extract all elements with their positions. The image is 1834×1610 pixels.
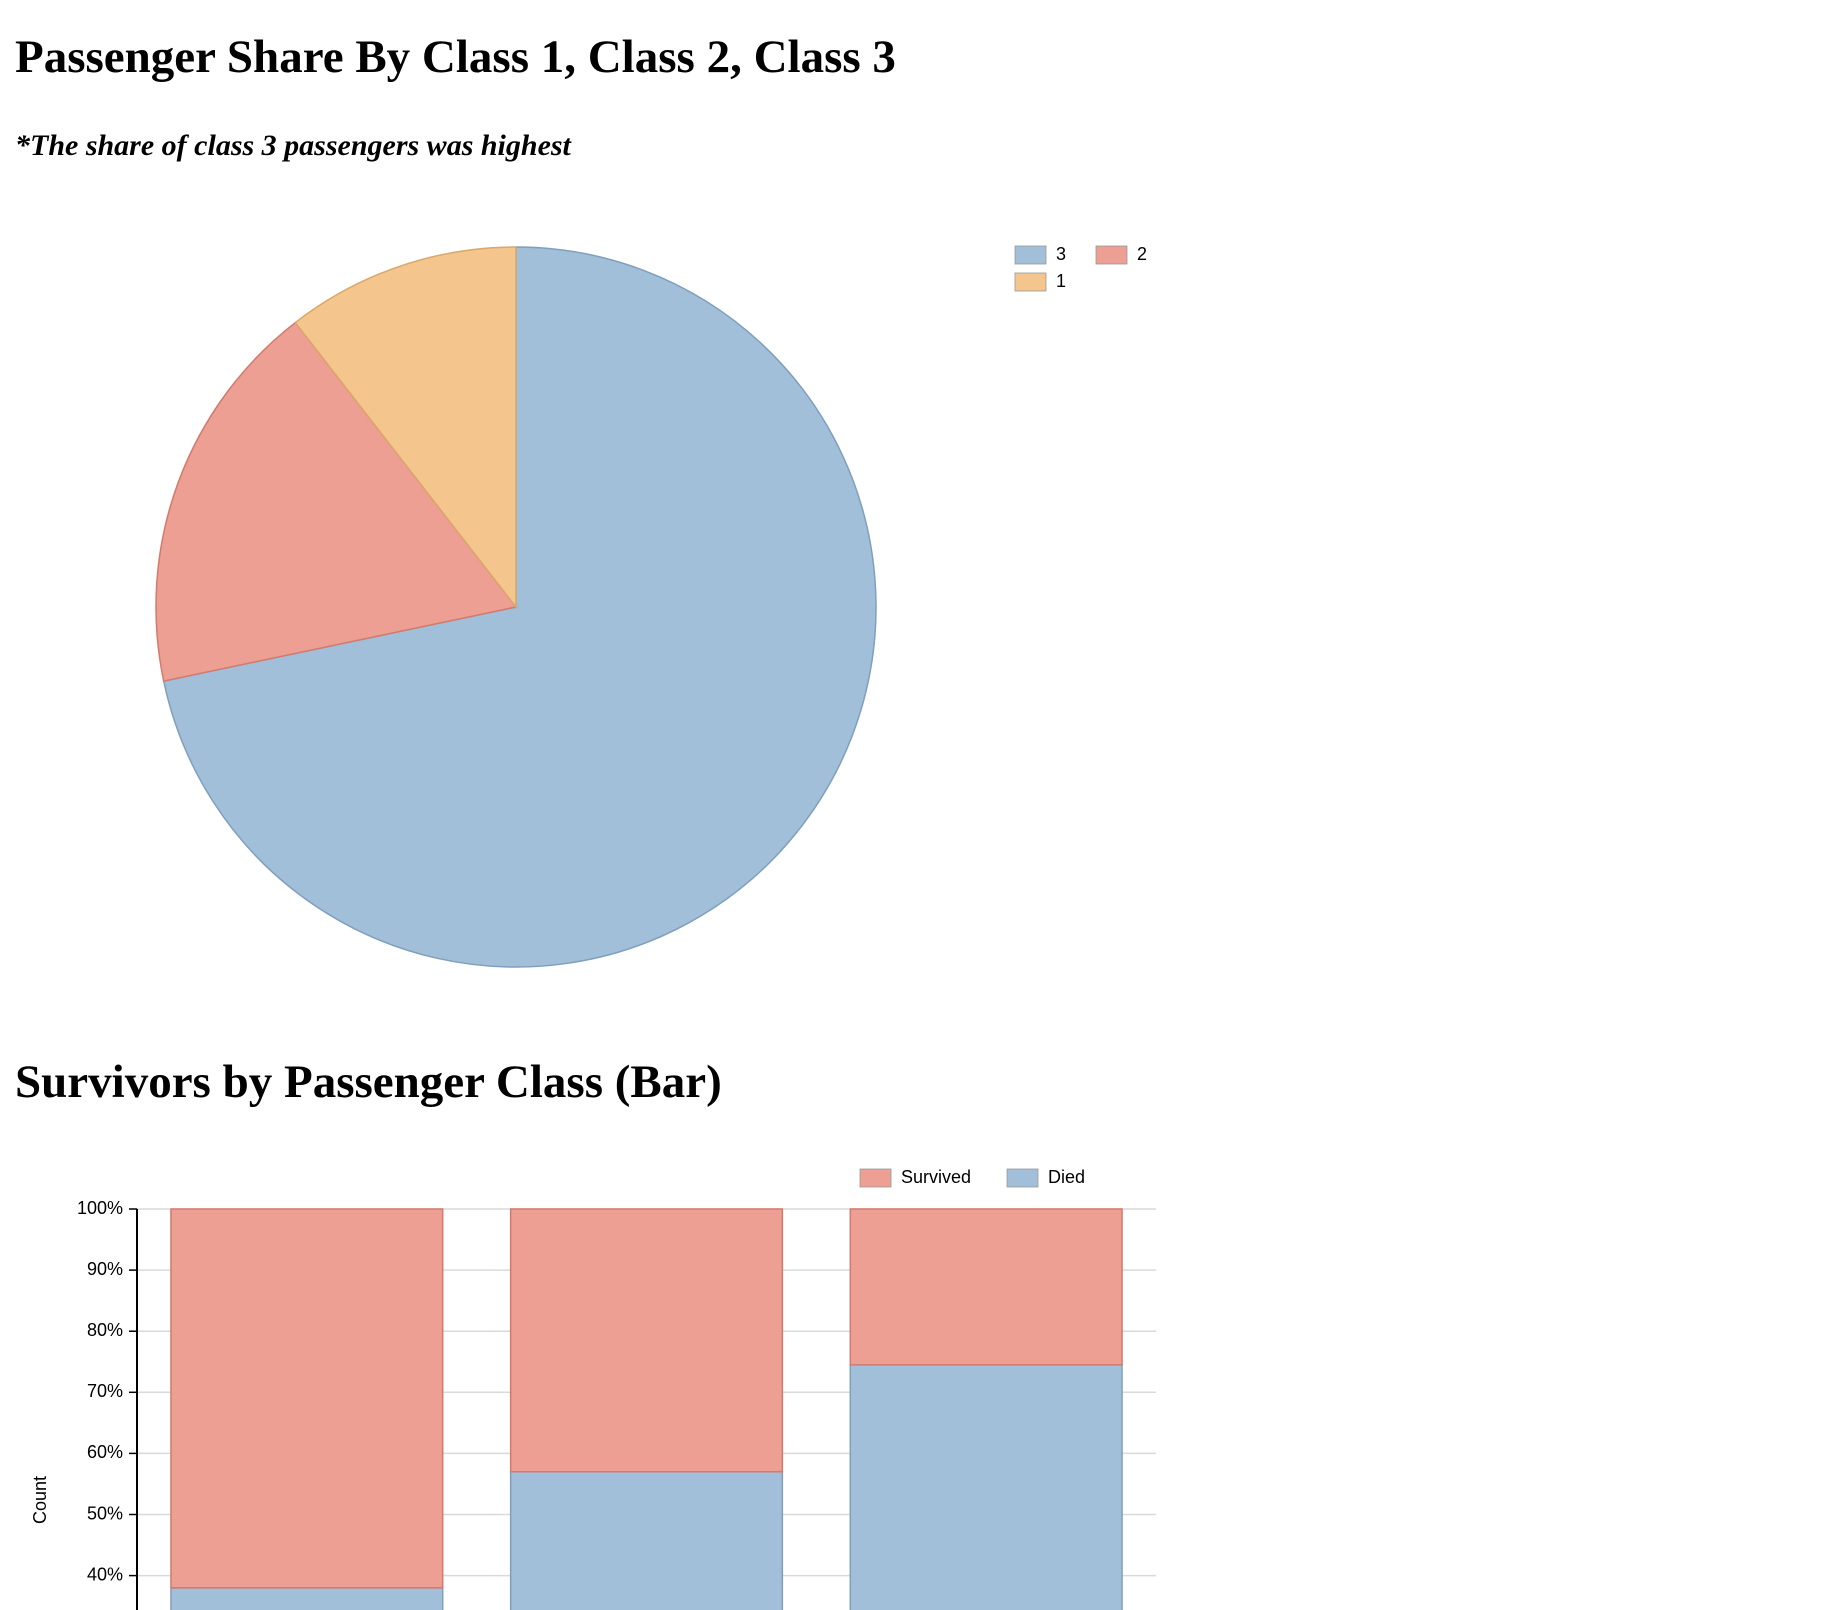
y-tick-label: 40%	[87, 1564, 123, 1584]
legend-swatch	[1014, 272, 1047, 292]
legend-label: Died	[1048, 1167, 1085, 1187]
legend-swatch	[1014, 245, 1047, 265]
pie-slice	[162, 246, 877, 968]
chart-subtitle: *The share of class 3 passengers was hig…	[15, 129, 573, 162]
y-tick-label: 100%	[77, 1198, 123, 1218]
chart-title: Survivors by Passenger Class (Bar)	[15, 1056, 722, 1108]
legend-swatch	[1006, 1168, 1039, 1188]
legend-label: Survived	[901, 1167, 971, 1187]
y-tick-label: 60%	[87, 1442, 123, 1462]
bar-segment	[509, 1208, 784, 1473]
legend-swatch	[1095, 245, 1128, 265]
legend-label: 2	[1137, 244, 1147, 264]
bar-segment	[170, 1208, 444, 1589]
bar-segment	[849, 1364, 1123, 1610]
y-tick-label: 70%	[87, 1381, 123, 1401]
bar-segment	[170, 1587, 444, 1610]
bar-segment	[509, 1470, 784, 1610]
legend-swatch	[859, 1168, 892, 1188]
legend-label: 3	[1056, 244, 1066, 264]
y-tick-label: 90%	[87, 1259, 123, 1279]
chart-title: Passenger Share By Class 1, Class 2, Cla…	[15, 31, 896, 83]
pie-slice	[294, 246, 517, 610]
bar-segment	[849, 1208, 1123, 1366]
y-tick-label: 80%	[87, 1320, 123, 1340]
pie-slice	[155, 321, 518, 682]
y-tick-label: 50%	[87, 1503, 123, 1523]
legend-label: 1	[1056, 271, 1066, 291]
y-axis-label: Count	[30, 1476, 50, 1524]
